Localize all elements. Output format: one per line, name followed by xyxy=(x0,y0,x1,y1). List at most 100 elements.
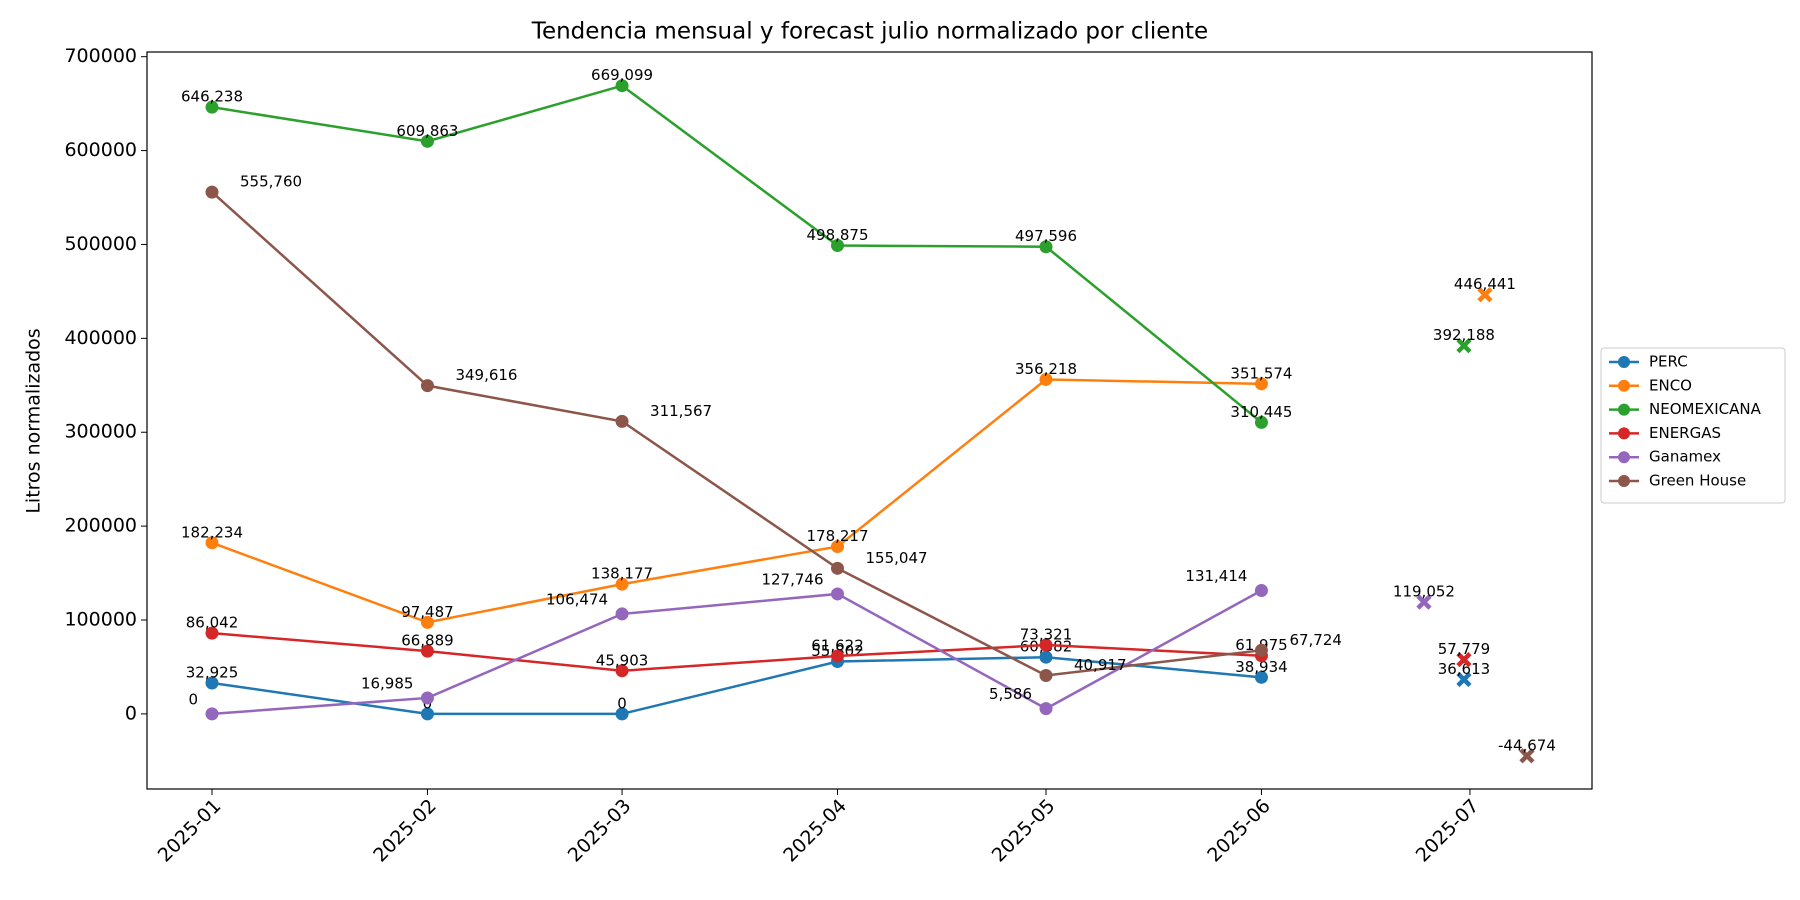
data-label: 45,903 xyxy=(596,651,649,669)
series-line xyxy=(211,631,1262,673)
data-point xyxy=(205,185,219,199)
data-point xyxy=(615,414,629,428)
legend-label: PERC xyxy=(1649,353,1688,371)
x-tick-label: 2025-02 xyxy=(369,795,441,867)
data-point xyxy=(831,649,844,663)
forecast-marker xyxy=(1456,652,1472,668)
data-label: 356,218 xyxy=(1015,360,1077,378)
data-point xyxy=(205,707,219,721)
data-point xyxy=(615,664,629,678)
data-label: 310,445 xyxy=(1230,403,1292,421)
data-label: 131,414 xyxy=(1185,567,1247,585)
x-tick-label: 2025-03 xyxy=(564,795,636,867)
data-point xyxy=(615,79,629,93)
chart-title: Tendencia mensual y forecast julio norma… xyxy=(531,19,1208,45)
legend-label: ENCO xyxy=(1649,376,1692,394)
data-point xyxy=(1039,650,1053,664)
series-line xyxy=(211,655,1262,716)
data-point xyxy=(1039,372,1053,386)
data-label: 127,746 xyxy=(761,570,823,588)
data-label: 32,925 xyxy=(186,663,239,681)
forecast-marker xyxy=(1456,671,1472,688)
y-tick-label: 500000 xyxy=(64,233,137,255)
data-point xyxy=(1254,584,1268,598)
data-point xyxy=(420,644,434,658)
y-tick-label: 300000 xyxy=(64,421,137,443)
forecast-marker xyxy=(1519,748,1535,764)
data-label: 86,042 xyxy=(186,614,239,632)
legend-label: Ganamex xyxy=(1649,448,1721,466)
y-tick-label: 400000 xyxy=(64,327,137,349)
data-label: 5,586 xyxy=(989,685,1032,703)
data-label: 67,724 xyxy=(1289,631,1342,649)
forecast-label: 119,052 xyxy=(1393,583,1455,601)
data-point xyxy=(1039,240,1053,254)
legend-marker xyxy=(1618,475,1630,487)
forecast-label: 392,188 xyxy=(1433,326,1495,344)
forecast-label: 36,613 xyxy=(1438,660,1491,678)
series-line xyxy=(211,191,1262,677)
data-point xyxy=(205,100,219,114)
legend-marker xyxy=(1618,427,1630,440)
data-point xyxy=(1254,415,1268,429)
legend-marker xyxy=(1618,403,1630,416)
data-label: 0 xyxy=(617,694,627,712)
data-label: 40,917 xyxy=(1074,656,1127,674)
data-label: 97,487 xyxy=(401,603,454,621)
legend-box xyxy=(1600,347,1786,504)
data-label: 16,985 xyxy=(361,674,414,692)
data-point xyxy=(1254,377,1268,391)
data-label: 66,889 xyxy=(401,632,454,650)
data-point xyxy=(420,691,434,705)
data-label: 155,047 xyxy=(866,549,928,567)
data-point xyxy=(205,626,219,640)
data-point xyxy=(831,540,844,554)
series-line xyxy=(211,378,1262,624)
data-label: 178,217 xyxy=(806,527,868,545)
legend-label: NEOMEXICANA xyxy=(1649,400,1762,418)
y-axis-label: Litros normalizados xyxy=(23,328,45,513)
data-label: 182,234 xyxy=(181,523,243,541)
x-tick-label: 2025-05 xyxy=(988,795,1060,867)
data-label: 349,616 xyxy=(455,366,517,384)
data-point xyxy=(615,607,629,621)
data-label: 73,321 xyxy=(1020,626,1073,644)
x-tick-label: 2025-01 xyxy=(154,795,226,867)
data-label: 38,934 xyxy=(1235,658,1288,676)
data-point xyxy=(1254,643,1268,657)
data-point xyxy=(205,676,219,690)
data-point xyxy=(1039,668,1053,682)
y-tick-label: 700000 xyxy=(64,45,137,67)
data-point xyxy=(1039,702,1053,716)
data-point xyxy=(420,379,434,393)
forecast-label: -44,674 xyxy=(1498,736,1556,754)
y-tick-label: 100000 xyxy=(64,609,137,631)
series-line xyxy=(211,589,1263,716)
data-label: 106,474 xyxy=(546,590,608,608)
x-tick-label: 2025-06 xyxy=(1203,795,1275,867)
data-point xyxy=(420,134,434,148)
data-point xyxy=(831,561,844,575)
plot-area xyxy=(146,51,1593,790)
data-point xyxy=(615,577,629,591)
data-point xyxy=(615,707,629,721)
data-point xyxy=(831,239,844,253)
data-label: 609,863 xyxy=(396,122,458,140)
x-tick-label: 2025-04 xyxy=(779,795,851,867)
forecast-marker xyxy=(1456,338,1472,354)
data-label: 669,099 xyxy=(591,66,653,84)
data-label: 555,760 xyxy=(240,173,302,191)
forecast-marker xyxy=(1416,594,1432,610)
data-point xyxy=(205,536,219,550)
data-point xyxy=(1254,670,1268,684)
legend-marker xyxy=(1618,356,1630,368)
x-tick-label: 2025-07 xyxy=(1412,795,1484,867)
data-label: 498,875 xyxy=(806,226,868,244)
data-label: 0 xyxy=(188,690,198,708)
legend-label: Green House xyxy=(1649,472,1746,490)
forecast-label: 446,441 xyxy=(1454,275,1516,293)
data-label: 351,574 xyxy=(1230,364,1292,382)
data-label: 311,567 xyxy=(650,402,712,420)
data-point xyxy=(420,615,434,629)
